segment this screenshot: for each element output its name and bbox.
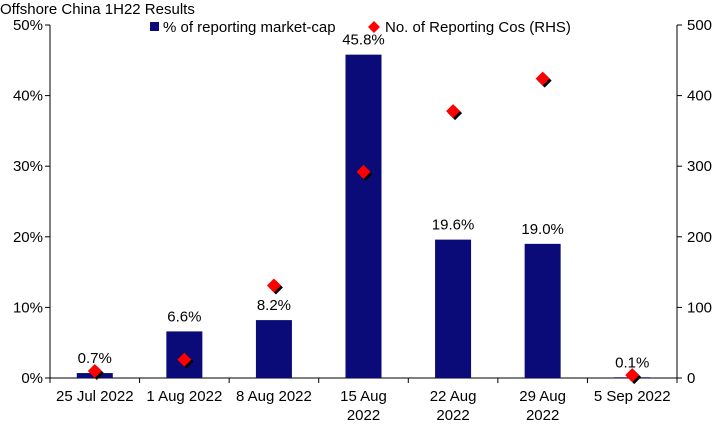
scatter-marker: [625, 368, 640, 383]
left-tick-label: 20%: [13, 229, 43, 246]
right-tick-label: 500: [687, 17, 712, 34]
left-tick-label: 50%: [13, 17, 43, 34]
bar-data-label: 0.7%: [78, 350, 112, 367]
scatter-marker: [266, 278, 281, 293]
scatter-marker: [356, 164, 371, 179]
left-tick-label: 30%: [13, 158, 43, 175]
chart-title: Offshore China 1H22 Results: [0, 1, 195, 18]
right-tick-label: 200: [687, 229, 712, 246]
bar: [345, 54, 382, 378]
bar: [255, 320, 292, 378]
x-tick-label: 8 Aug 2022: [236, 388, 312, 405]
left-tick-label: 40%: [13, 88, 43, 105]
legend-bar-swatch: [150, 22, 159, 31]
bar-data-label: 8.2%: [257, 297, 291, 314]
bar-data-label: 19.6%: [432, 217, 475, 234]
right-tick-label: 400: [687, 88, 712, 105]
left-tick-label: 10%: [13, 299, 43, 316]
x-tick-label: 15 Aug: [340, 388, 387, 405]
scatter-marker: [87, 363, 102, 378]
bar-data-labels: 0.7% 6.6% 8.2% 45.8% 19.6% 19.0% 0.1%: [78, 32, 650, 372]
x-tick-label: 2022: [347, 407, 380, 424]
legend-bar-label: % of reporting market-cap: [163, 19, 336, 36]
bar: [435, 239, 472, 378]
x-tick-label: 2022: [436, 407, 469, 424]
right-axis-ticks: 0 100 200 300 400 500: [677, 17, 712, 387]
legend-scatter-swatch: [368, 21, 380, 33]
right-tick-label: 0: [687, 370, 695, 387]
scatter-marker: [535, 71, 550, 86]
x-tick-label: 22 Aug: [430, 388, 477, 405]
x-tick-label: 1 Aug 2022: [146, 388, 222, 405]
right-tick-label: 300: [687, 158, 712, 175]
left-tick-label: 0%: [21, 370, 43, 387]
bar: [524, 243, 561, 378]
x-axis-ticks: 25 Jul 2022 1 Aug 2022 8 Aug 2022 15 Aug 202…: [49, 378, 678, 424]
x-tick-label: 25 Jul 2022: [56, 388, 134, 405]
bar-data-label: 45.8%: [342, 32, 385, 49]
legend-scatter-label: No. of Reporting Cos (RHS): [385, 19, 571, 36]
scatter-marker: [446, 104, 461, 119]
x-tick-label: 29 Aug: [519, 388, 566, 405]
bar-series: [76, 54, 651, 378]
right-tick-label: 100: [687, 299, 712, 316]
left-axis-ticks: 0% 10% 20% 30% 40% 50%: [13, 17, 50, 387]
scatter-marker: [177, 352, 192, 367]
x-tick-label: 5 Sep 2022: [594, 388, 671, 405]
bar-data-label: 0.1%: [615, 354, 649, 371]
bar-data-label: 19.0%: [521, 221, 564, 238]
legend: % of reporting market-cap No. of Reporti…: [150, 19, 571, 36]
x-tick-label: 2022: [526, 407, 559, 424]
scatter-series: [87, 71, 642, 385]
bar-data-label: 6.6%: [167, 308, 201, 325]
